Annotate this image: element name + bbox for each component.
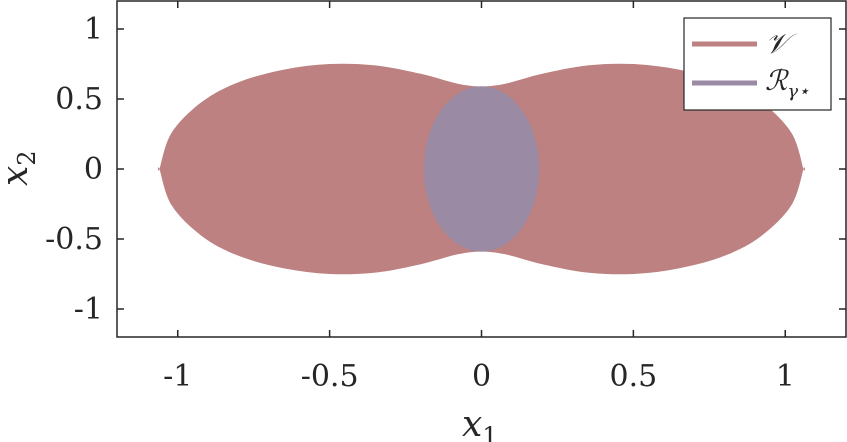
y-tick-label: 0.5 (55, 82, 103, 117)
x-tick-label: 1 (776, 359, 795, 394)
y-tick-label: -0.5 (45, 222, 103, 257)
y-tick-label: 0 (84, 152, 103, 187)
legend: 𝒱 ℛγ⋆ (683, 17, 832, 111)
x-tick-label: 0.5 (610, 359, 658, 394)
x-tick-label: 0 (472, 359, 491, 394)
regions (158, 63, 805, 275)
legend-label-r: ℛγ⋆ (765, 64, 809, 102)
y-axis-label: x2 (0, 150, 41, 186)
x-tick-label: -1 (163, 359, 192, 394)
ticks: -1 -0.5 0 0.5 1 1 0.5 0 -0.5 -1 (45, 1, 846, 394)
y-tick-label: 1 (84, 12, 103, 47)
y-tick-label: -1 (74, 292, 103, 327)
region-r-gamma-star (423, 86, 540, 252)
x-axis-label: x1 (462, 404, 498, 442)
x-tick-label: -0.5 (301, 359, 359, 394)
legend-box (683, 17, 832, 111)
